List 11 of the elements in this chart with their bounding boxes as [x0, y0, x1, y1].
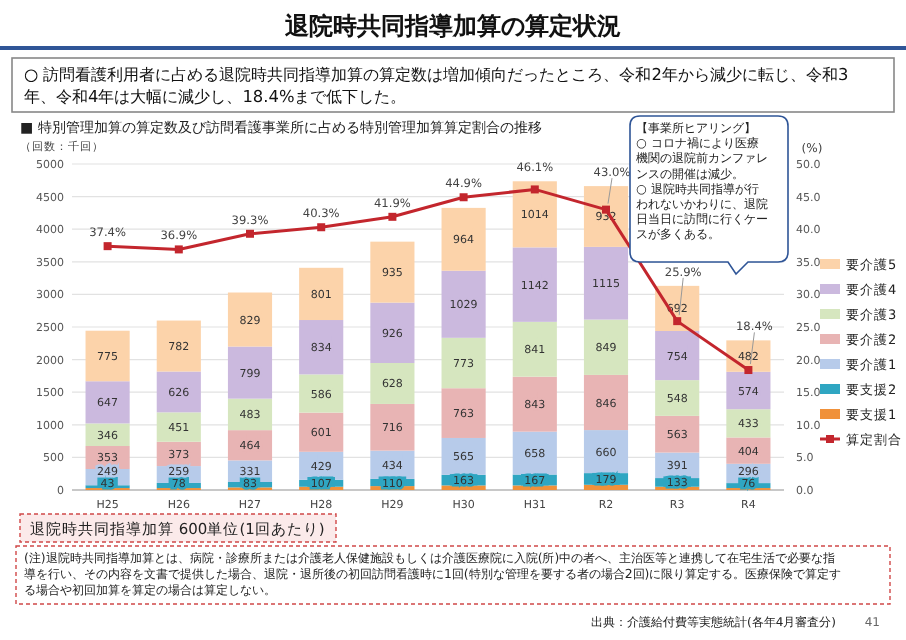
point	[744, 366, 753, 375]
point	[174, 245, 183, 254]
point	[388, 212, 397, 221]
chart-title: 退院時共同指導加算の算定状況	[283, 12, 621, 40]
chart-subtitle: ○ 訪問看護利用者に占める退院時共同指導加算の算定数は増加傾向だったところ、令和2年から減少に転じ、令和3年、令和4年は大幅に減少し、18.4%まで低下した。	[24, 64, 849, 106]
point	[673, 317, 682, 326]
point	[530, 185, 539, 194]
point	[103, 242, 112, 251]
point	[459, 193, 468, 202]
point	[317, 223, 326, 232]
point	[246, 229, 254, 238]
